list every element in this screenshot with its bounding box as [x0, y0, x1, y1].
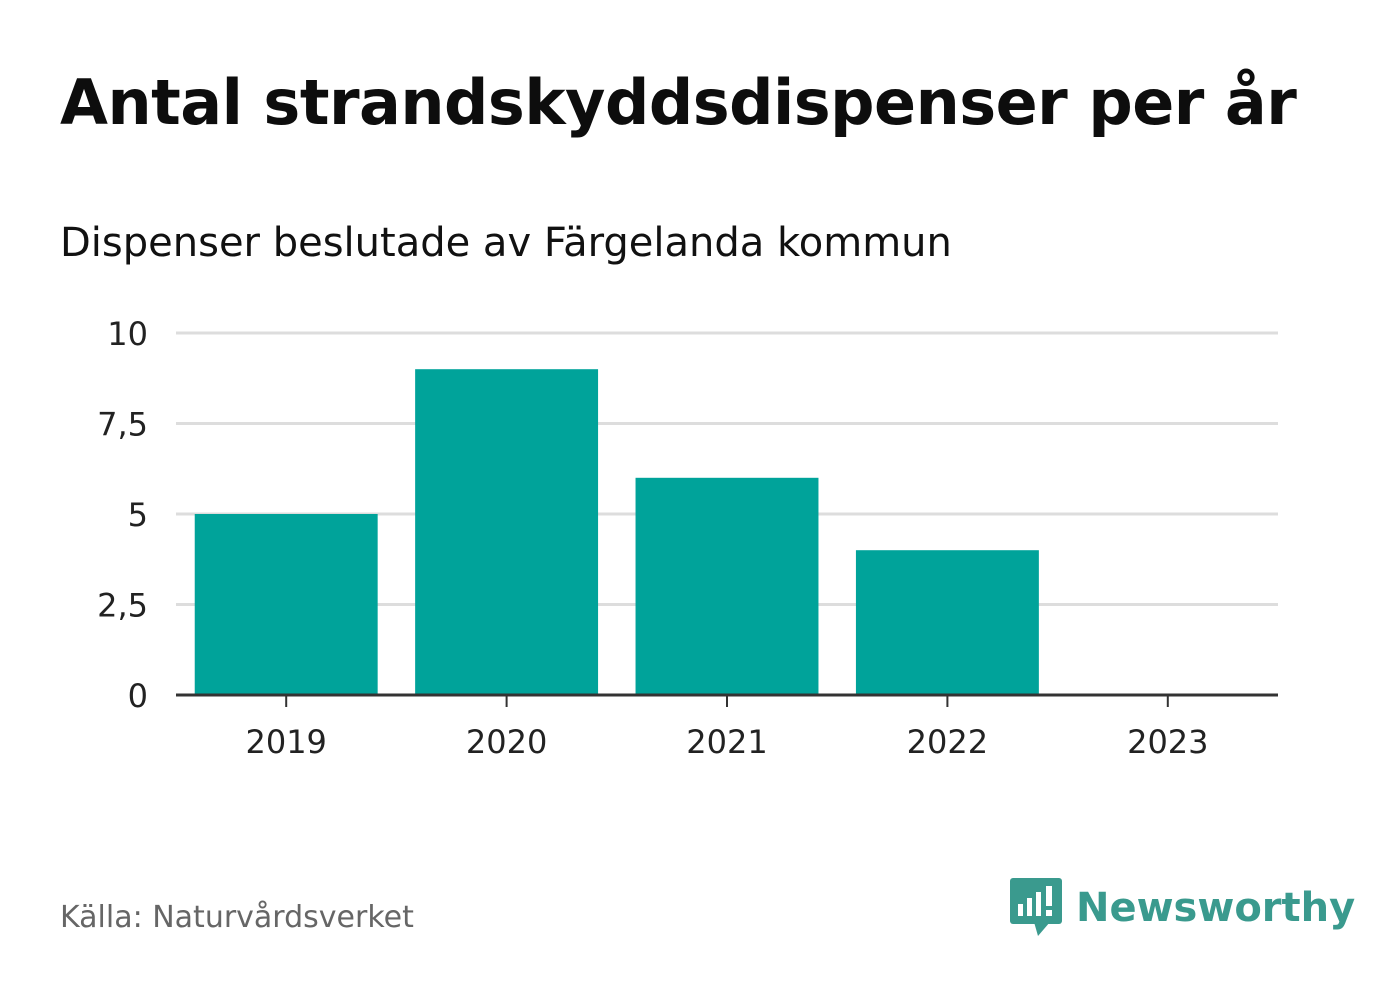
- y-tick-label: 5: [128, 496, 148, 534]
- chart-subtitle: Dispenser beslutade av Färgelanda kommun: [60, 220, 952, 266]
- bar-2019[interactable]: [194, 514, 378, 695]
- newsworthy-logo-icon: [1010, 878, 1062, 936]
- chart-title: Antal strandskyddsdispenser per år: [60, 66, 1297, 139]
- bar-chart: 0 2,5 5 7,5 10 2019 2020 2021 2022 2023: [97, 315, 1278, 761]
- x-tick-label: 2022: [907, 723, 988, 761]
- axes: [176, 693, 1278, 707]
- y-tick-label: 7,5: [97, 406, 148, 444]
- y-tick-label: 10: [107, 315, 148, 353]
- source-credit: Källa: Naturvårdsverket: [60, 900, 414, 935]
- y-tick-label: 2,5: [97, 587, 148, 625]
- tick-labels: 0 2,5 5 7,5 10 2019 2020 2021 2022 2023: [97, 315, 1208, 761]
- brand-name: Newsworthy: [1076, 885, 1356, 931]
- y-tick-label: 0: [128, 677, 148, 715]
- x-tick-label: 2021: [686, 723, 767, 761]
- bars: [194, 369, 1039, 695]
- bar-2020[interactable]: [415, 369, 599, 695]
- bar-2022[interactable]: [855, 550, 1039, 695]
- x-tick-label: 2023: [1127, 723, 1208, 761]
- x-tick-label: 2020: [466, 723, 547, 761]
- brand-logo[interactable]: Newsworthy: [1010, 878, 1355, 938]
- bar-2021[interactable]: [635, 477, 819, 695]
- x-tick-label: 2019: [245, 723, 326, 761]
